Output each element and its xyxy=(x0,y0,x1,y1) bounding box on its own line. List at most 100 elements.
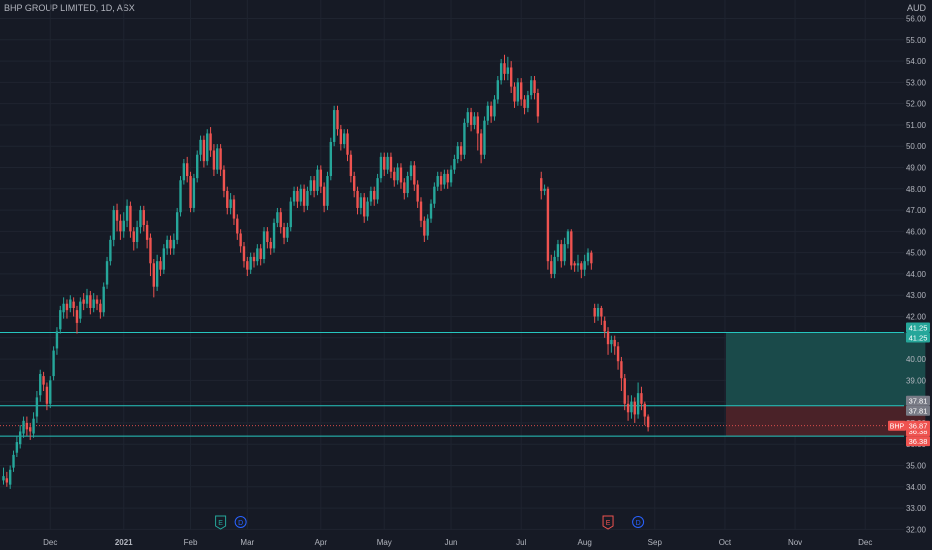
x-tick-label: Oct xyxy=(719,538,732,547)
candle-body xyxy=(286,227,289,238)
price-badge-text: 37.81 xyxy=(909,407,928,416)
candle-body xyxy=(416,184,419,202)
candle-body xyxy=(282,227,286,238)
y-tick-label: 34.00 xyxy=(906,483,927,492)
candle-body xyxy=(600,307,603,317)
candle-body xyxy=(389,156,393,172)
candle-body xyxy=(322,186,326,206)
candle-body xyxy=(252,256,256,262)
candle-body xyxy=(152,263,155,287)
candle-body xyxy=(383,156,386,170)
candle-body xyxy=(222,169,226,191)
y-tick-label: 43.00 xyxy=(906,291,927,300)
candle-body xyxy=(32,418,35,434)
candle-body xyxy=(376,178,379,200)
candle-body xyxy=(379,156,383,179)
y-tick-label: 39.00 xyxy=(906,376,927,385)
candle-body xyxy=(436,176,439,187)
price-badge-take-profit xyxy=(906,322,930,333)
candle-body xyxy=(125,205,129,221)
y-tick-label: 40.00 xyxy=(906,355,927,364)
candle-body xyxy=(603,320,606,332)
candle-body xyxy=(259,248,262,260)
candle-body xyxy=(276,212,279,223)
candle-body xyxy=(279,212,282,228)
y-tick-label: 52.00 xyxy=(906,100,927,109)
candle-body xyxy=(289,201,292,228)
candle-body xyxy=(453,158,456,170)
candle-body xyxy=(489,105,493,117)
price-badge-take-profit xyxy=(906,332,930,343)
y-tick-label: 44.00 xyxy=(906,270,927,279)
candle-body xyxy=(29,427,32,432)
candle-body xyxy=(386,156,389,170)
candle-body xyxy=(553,256,556,274)
price-badge-text: 41.25 xyxy=(909,323,928,332)
candle-body xyxy=(643,403,646,417)
price-badge-stop-loss xyxy=(906,436,930,447)
candle-body xyxy=(299,188,302,202)
y-tick-label: 35.00 xyxy=(906,462,927,471)
candle-body xyxy=(423,220,426,236)
candle-body xyxy=(306,190,309,206)
candle-body xyxy=(580,263,583,270)
candle-body xyxy=(39,373,42,396)
candle-body xyxy=(353,176,356,191)
candle-body xyxy=(52,350,55,377)
candle-body xyxy=(540,178,543,191)
candle-body xyxy=(646,416,650,428)
candle-body xyxy=(366,201,369,217)
candle-body xyxy=(550,261,553,274)
candle-body xyxy=(269,242,272,249)
candle-body xyxy=(516,82,520,102)
candle-body xyxy=(576,263,580,266)
event-marker-glyph: D xyxy=(238,520,243,527)
candle-body xyxy=(155,261,159,287)
current-price-text: 36.87 xyxy=(909,422,928,431)
candle-body xyxy=(373,190,376,200)
candle-body xyxy=(473,116,476,125)
candle-body xyxy=(530,80,533,96)
candle-body xyxy=(79,301,82,319)
candle-body xyxy=(85,295,89,304)
candle-body xyxy=(409,165,413,177)
candle-body xyxy=(266,231,269,243)
candle-body xyxy=(326,176,329,206)
currency-label: AUD xyxy=(906,3,926,13)
candle-body xyxy=(626,403,630,413)
candle-body xyxy=(610,339,613,345)
candle-body xyxy=(496,80,500,100)
event-marker-glyph: E xyxy=(606,520,611,527)
price-badge-text: 37.81 xyxy=(909,397,928,406)
candle-body xyxy=(396,167,399,181)
candle-body xyxy=(369,190,373,202)
candle-body xyxy=(145,224,149,240)
candle-body xyxy=(132,231,135,243)
candle-body xyxy=(459,146,463,155)
y-tick-label: 33.00 xyxy=(906,504,927,513)
candle-body xyxy=(219,148,222,170)
candle-body xyxy=(105,261,109,285)
candle-body xyxy=(596,307,600,317)
candle-body xyxy=(92,299,95,308)
candle-body xyxy=(563,244,566,262)
x-tick-label: Apr xyxy=(315,538,328,547)
candle-body xyxy=(556,244,560,257)
x-tick-label: Jun xyxy=(445,538,458,547)
candle-body xyxy=(189,176,192,208)
candle-body xyxy=(172,239,176,249)
candle-body xyxy=(65,303,69,311)
candle-body xyxy=(302,188,306,206)
candle-body xyxy=(536,93,540,117)
candle-body xyxy=(363,197,366,217)
candle-body xyxy=(640,393,643,404)
x-tick-label: Nov xyxy=(788,538,802,547)
candle-body xyxy=(499,63,503,81)
y-tick-label: 55.00 xyxy=(906,36,927,45)
y-tick-label: 53.00 xyxy=(906,78,927,87)
candle-body xyxy=(456,146,459,159)
y-tick-label: 51.00 xyxy=(906,121,927,130)
candle-body xyxy=(49,380,52,404)
